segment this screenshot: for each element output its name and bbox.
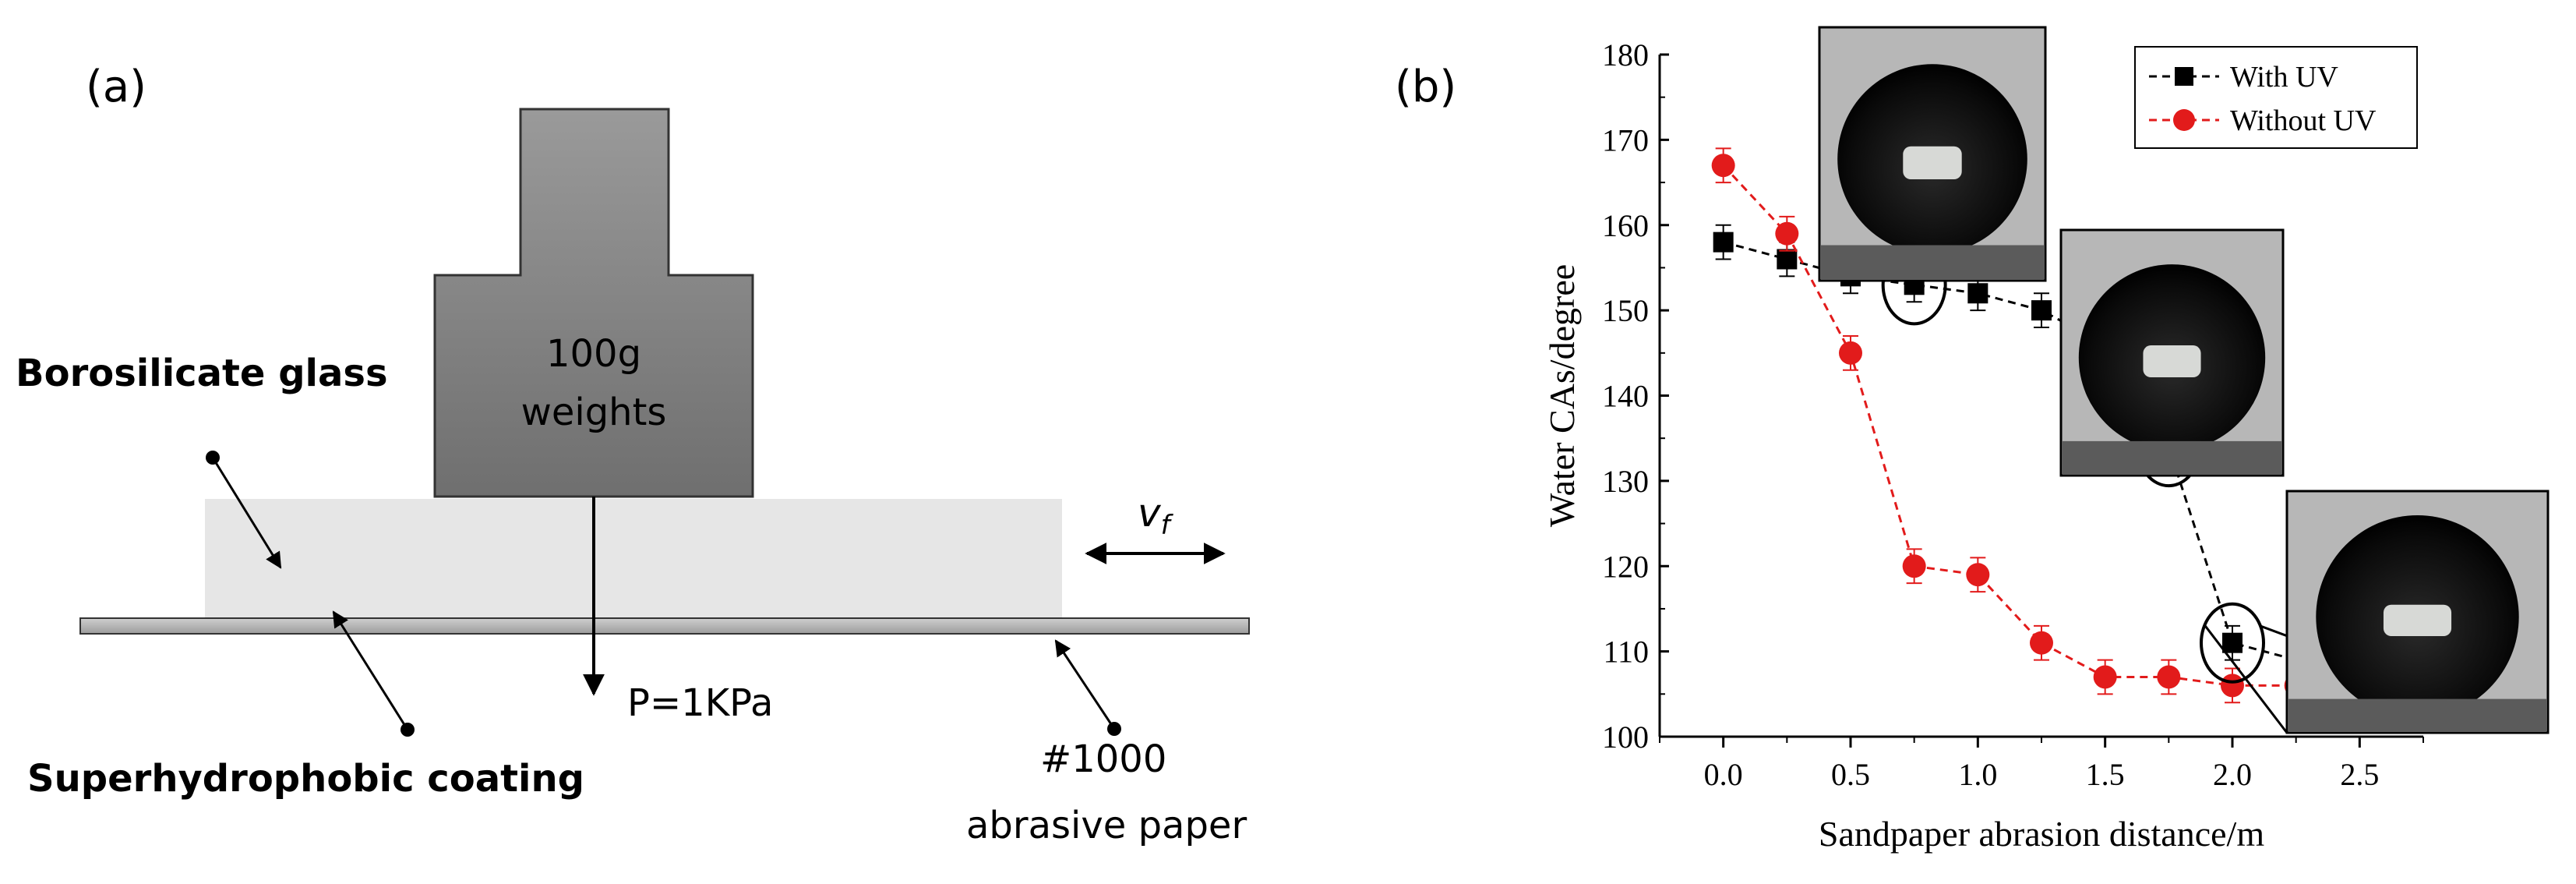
glass-pointer-arrow bbox=[211, 457, 282, 569]
data-point-without-uv bbox=[1711, 154, 1735, 178]
panel-a-label: (a) bbox=[86, 62, 146, 112]
data-point-with-uv bbox=[2031, 300, 2052, 321]
y-tick-label: 120 bbox=[1602, 549, 1649, 584]
x-tick-label: 0.0 bbox=[1704, 757, 1743, 792]
droplet-reflection bbox=[2383, 604, 2452, 636]
y-tick-label: 140 bbox=[1602, 379, 1649, 414]
data-point-without-uv bbox=[1902, 554, 1926, 578]
x-tick-label: 2.0 bbox=[2213, 757, 2252, 792]
data-point-with-uv bbox=[1777, 249, 1798, 270]
inset-connector bbox=[2204, 624, 2288, 734]
y-tick-label: 100 bbox=[1602, 720, 1649, 755]
legend-marker-square bbox=[2175, 67, 2193, 86]
legend-marker-circle bbox=[2173, 109, 2195, 131]
y-axis-label: Water CAs/degree bbox=[1542, 264, 1582, 527]
legend-box bbox=[2134, 46, 2418, 149]
data-point-with-uv bbox=[2222, 632, 2243, 653]
glass-label: Borosilicate glass bbox=[16, 352, 388, 395]
weight-label-line2: weights bbox=[521, 391, 667, 434]
velocity-subscript: f bbox=[1161, 510, 1174, 541]
paper-pointer-arrow bbox=[1054, 639, 1116, 730]
inset-highlight-ellipse bbox=[2200, 602, 2265, 684]
y-tick-label: 180 bbox=[1602, 37, 1649, 72]
y-tick-label: 130 bbox=[1602, 464, 1649, 499]
data-point-without-uv bbox=[2030, 631, 2053, 655]
x-tick-label: 1.5 bbox=[2086, 757, 2125, 792]
y-tick-label: 160 bbox=[1602, 208, 1649, 243]
panel-b: (b) 100 110 120 130 140 150 160 170 180 0.0 0.5 1.0… bbox=[1395, 26, 2550, 854]
substrate-band bbox=[2288, 698, 2546, 731]
droplet-image-2 bbox=[2059, 228, 2285, 488]
abrasive-paper-strip bbox=[79, 617, 1250, 635]
y-tick-label: 170 bbox=[1602, 122, 1649, 157]
borosilicate-glass-block bbox=[205, 499, 1062, 620]
x-tick-label: 1.0 bbox=[1958, 757, 1997, 792]
velocity-label: vf bbox=[1138, 490, 1174, 541]
legend-label: Without UV bbox=[2230, 104, 2377, 137]
x-tick-label: 2.5 bbox=[2340, 757, 2379, 792]
data-point-with-uv bbox=[1967, 283, 1988, 304]
data-point-without-uv bbox=[1966, 563, 1990, 587]
x-axis-label: Sandpaper abrasion distance/m bbox=[1819, 814, 2264, 854]
legend-label: With UV bbox=[2230, 61, 2338, 94]
droplet-reflection bbox=[2143, 345, 2201, 377]
data-point-without-uv bbox=[2093, 665, 2117, 689]
droplet-image-1 bbox=[1818, 26, 2047, 326]
data-point-without-uv bbox=[2221, 674, 2244, 698]
data-point-without-uv bbox=[2157, 665, 2181, 689]
paper-label-line1: #1000 bbox=[1040, 737, 1166, 781]
coating-label: Superhydrophobic coating bbox=[27, 757, 584, 801]
y-tick-label: 110 bbox=[1603, 635, 1649, 670]
data-point-without-uv bbox=[1839, 341, 1862, 365]
droplet-image-3 bbox=[2200, 490, 2550, 734]
cas-chart: 100 110 120 130 140 150 160 170 180 0.0 0.5 1.0 1.5 2… bbox=[1542, 26, 2550, 854]
panel-a: (a) 100g weights P=1KPa Borosilicate gla… bbox=[16, 62, 1250, 847]
paper-label-line2: abrasive paper bbox=[966, 804, 1247, 847]
y-tick-label: 150 bbox=[1602, 293, 1649, 328]
substrate-band bbox=[2063, 440, 2281, 474]
x-tick-label: 0.5 bbox=[1831, 757, 1870, 792]
pressure-label: P=1KPa bbox=[627, 681, 773, 725]
weight-label-line1: 100g bbox=[546, 332, 641, 376]
droplet-reflection bbox=[1903, 146, 1962, 179]
panel-b-label: (b) bbox=[1395, 62, 1456, 112]
velocity-symbol: v bbox=[1138, 490, 1162, 536]
data-point-without-uv bbox=[1775, 221, 1799, 246]
substrate-band bbox=[1821, 245, 2044, 279]
coating-pointer-arrow bbox=[332, 610, 409, 730]
weight-block bbox=[433, 108, 754, 498]
data-point-with-uv bbox=[1713, 232, 1734, 253]
